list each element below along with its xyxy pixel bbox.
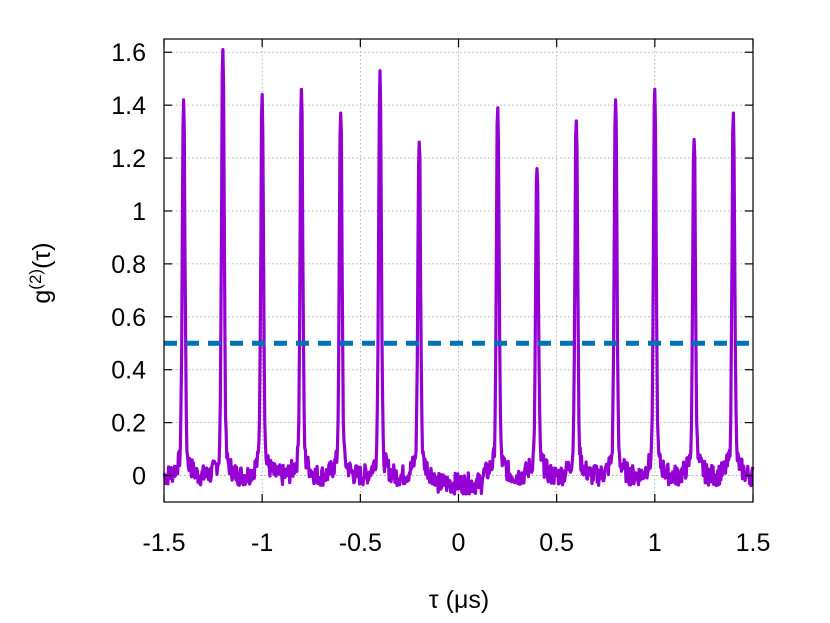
- y-tick-label: 0.8: [111, 251, 146, 279]
- x-tick-label: -1.5: [142, 529, 185, 557]
- series-layer: [162, 48, 755, 496]
- x-tick-label: -0.5: [339, 529, 382, 557]
- y-tick-label: 0: [132, 463, 146, 491]
- x-axis-label: τ (μs): [429, 586, 489, 614]
- series-line: [162, 48, 755, 496]
- y-tick-label: 1.2: [111, 145, 146, 173]
- grid: [163, 39, 754, 502]
- y-axis-label-rest: (τ): [28, 242, 56, 269]
- y-tick-label: 0.6: [111, 304, 146, 332]
- x-tick-label: 1.5: [736, 529, 771, 557]
- y-tick-labels: 0 0.2 0.4 0.6 0.8 1 1.2 1.4 1.6: [111, 39, 146, 490]
- x-tick-label: 0: [452, 529, 466, 557]
- x-tick-label: -1: [251, 529, 273, 557]
- y-tick-label: 1.6: [111, 39, 146, 67]
- y-tick-label: 0.4: [111, 357, 146, 385]
- ticks: [163, 39, 754, 502]
- x-tick-label: 1: [648, 529, 662, 557]
- y-tick-label: 0.2: [111, 410, 146, 438]
- x-tick-label: 0.5: [539, 529, 574, 557]
- y-tick-label: 1: [132, 198, 146, 226]
- y-axis-label-superscript: (2): [26, 269, 45, 290]
- y-axis-label: g(2)(τ): [26, 242, 56, 303]
- y-axis-label-main: g: [28, 290, 56, 304]
- x-tick-labels: -1.5 -1 -0.5 0 0.5 1 1.5: [142, 529, 770, 557]
- y-tick-label: 1.4: [111, 92, 146, 120]
